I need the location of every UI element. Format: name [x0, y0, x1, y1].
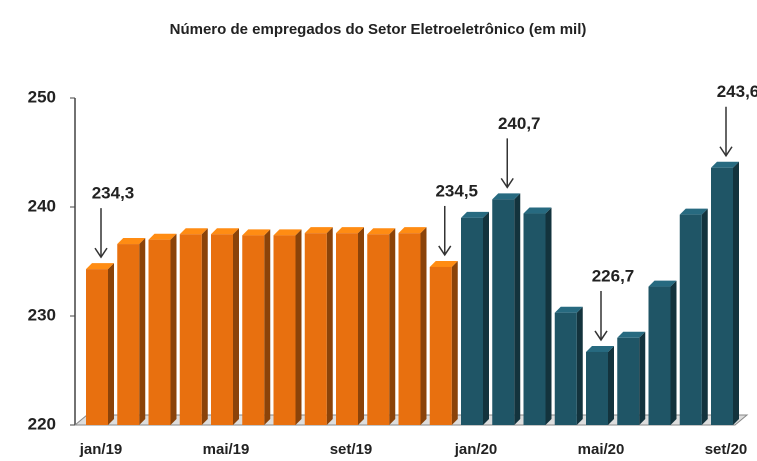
value-label: 234,3 [92, 184, 135, 203]
bar [242, 235, 265, 425]
y-tick-label: 220 [28, 414, 56, 433]
bar-side [670, 280, 677, 425]
bar-side [639, 331, 646, 425]
arrow-head [594, 330, 608, 342]
bar-top [523, 207, 552, 214]
bar-top [679, 208, 708, 215]
bar [398, 233, 421, 425]
bar [211, 234, 233, 425]
value-label: 234,5 [435, 181, 478, 200]
bar-side [326, 227, 333, 425]
bar-side [545, 207, 552, 425]
bar [148, 239, 171, 425]
bar-top [304, 227, 333, 234]
x-tick-label: set/20 [705, 441, 748, 458]
y-tick-label: 240 [28, 196, 56, 215]
bar-top [179, 228, 208, 235]
bar [304, 233, 327, 425]
bar-side [451, 260, 458, 425]
value-label: 240,7 [498, 114, 541, 133]
bar-side [389, 228, 396, 425]
bar-top [429, 260, 458, 267]
bar-top [273, 229, 302, 236]
bar-side [295, 229, 302, 425]
bar-side [701, 208, 708, 425]
bar-top [148, 233, 177, 240]
bar-top [398, 227, 427, 234]
bar-side [108, 263, 114, 425]
bar [523, 213, 546, 425]
bar-top [648, 280, 677, 287]
bar-top [617, 331, 646, 338]
bar [179, 234, 202, 425]
bar-side [170, 233, 177, 425]
bar-top [711, 161, 739, 168]
bar [679, 214, 702, 425]
arrow-head [438, 245, 452, 257]
x-tick-label: jan/19 [79, 441, 123, 458]
bar-side [483, 211, 489, 425]
bar-side [358, 227, 364, 425]
bar-side [233, 228, 239, 425]
bar [554, 312, 577, 425]
bar [336, 233, 358, 425]
bar [273, 235, 296, 425]
bar-side [608, 345, 614, 425]
arrow-head [94, 247, 108, 259]
x-tick-label: jan/20 [454, 441, 498, 458]
arrow-head [719, 146, 733, 158]
bar-top [242, 229, 271, 236]
bar [117, 244, 140, 425]
bar-side [420, 227, 427, 425]
x-tick-label: set/19 [330, 441, 373, 458]
bar-top [461, 211, 489, 218]
bar-top [86, 263, 114, 270]
bar-side [576, 306, 583, 425]
bar-top [554, 306, 583, 313]
y-tick-label: 250 [28, 87, 56, 106]
bar-side [733, 161, 739, 425]
bar [617, 337, 640, 425]
bar-top [117, 238, 146, 245]
bar-side [514, 193, 521, 425]
bar-top [336, 227, 364, 234]
bar [648, 286, 671, 425]
bar-top [492, 193, 521, 200]
bar-top [211, 228, 239, 235]
bar [367, 234, 390, 425]
bar [492, 199, 515, 425]
bar-side [201, 228, 208, 425]
bar-side [264, 229, 271, 425]
bar [86, 269, 108, 425]
bar [461, 217, 483, 425]
arrow-head [500, 177, 514, 189]
bar [586, 351, 608, 425]
bar [429, 266, 452, 425]
value-label: 243,6 [717, 82, 757, 101]
bar [711, 167, 733, 425]
bar-top [367, 228, 396, 235]
x-tick-label: mai/20 [578, 441, 625, 458]
bar-top [586, 345, 614, 352]
bar-side [139, 238, 146, 425]
chart-title: Número de empregados do Setor Eletroelet… [170, 21, 587, 38]
value-label: 226,7 [592, 266, 635, 285]
x-tick-label: mai/19 [203, 441, 250, 458]
y-tick-label: 230 [28, 305, 56, 324]
